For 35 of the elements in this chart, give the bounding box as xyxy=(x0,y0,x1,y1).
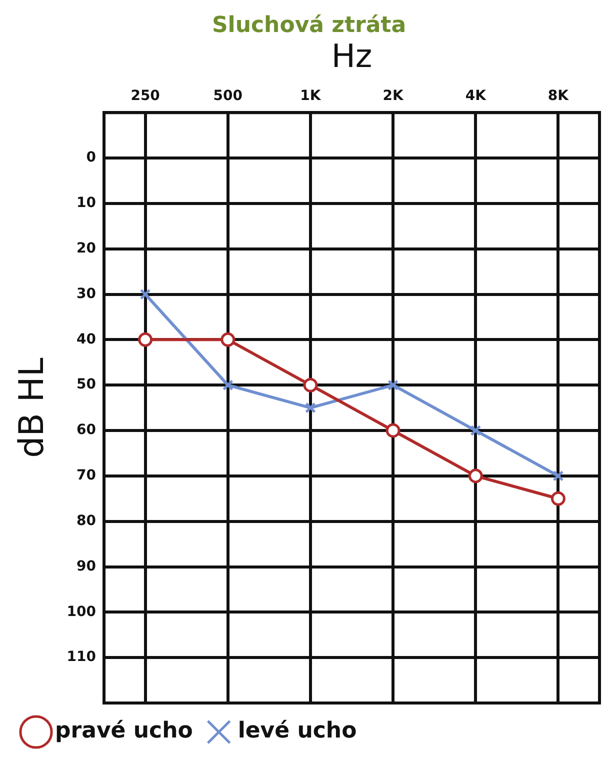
x-tick-label: 500 xyxy=(213,88,243,104)
legend-label: levé ucho xyxy=(238,718,357,744)
point xyxy=(138,332,153,347)
point xyxy=(470,425,482,436)
y-axis-title: dB HL xyxy=(12,358,52,458)
y-tick-label: 30 xyxy=(76,286,96,302)
point xyxy=(552,470,564,482)
point xyxy=(222,380,234,391)
y-tick-label: 110 xyxy=(66,649,96,666)
y-tick-label: 70 xyxy=(76,468,96,484)
legend-label: pravé ucho xyxy=(55,718,193,744)
y-tick-label: 90 xyxy=(76,558,96,574)
point xyxy=(140,288,151,300)
y-tick-label: 100 xyxy=(66,604,96,620)
x-tick-label: 1K xyxy=(300,88,322,104)
x-tick-label: 250 xyxy=(130,88,160,104)
point xyxy=(550,491,566,506)
y-tick-label: 80 xyxy=(76,512,96,529)
y-tick-label: 40 xyxy=(76,331,96,348)
x-tick-label: 2K xyxy=(382,88,404,104)
point xyxy=(386,423,400,438)
y-tick-label: 60 xyxy=(76,422,96,438)
chart-title: Sluchová ztráta xyxy=(212,12,406,38)
point xyxy=(388,380,399,391)
y-tick-label: 20 xyxy=(76,240,96,256)
point xyxy=(468,468,483,484)
point xyxy=(304,402,316,414)
x-tick-label: 8K xyxy=(548,88,570,104)
point xyxy=(220,332,236,347)
y-tick-label: 10 xyxy=(76,195,96,212)
y-tick-label: 50 xyxy=(76,376,96,393)
y-tick-label: 0 xyxy=(86,150,96,166)
x-axis-title: Hz xyxy=(331,36,372,75)
point xyxy=(303,378,318,392)
x-tick-label: 4K xyxy=(465,88,488,104)
